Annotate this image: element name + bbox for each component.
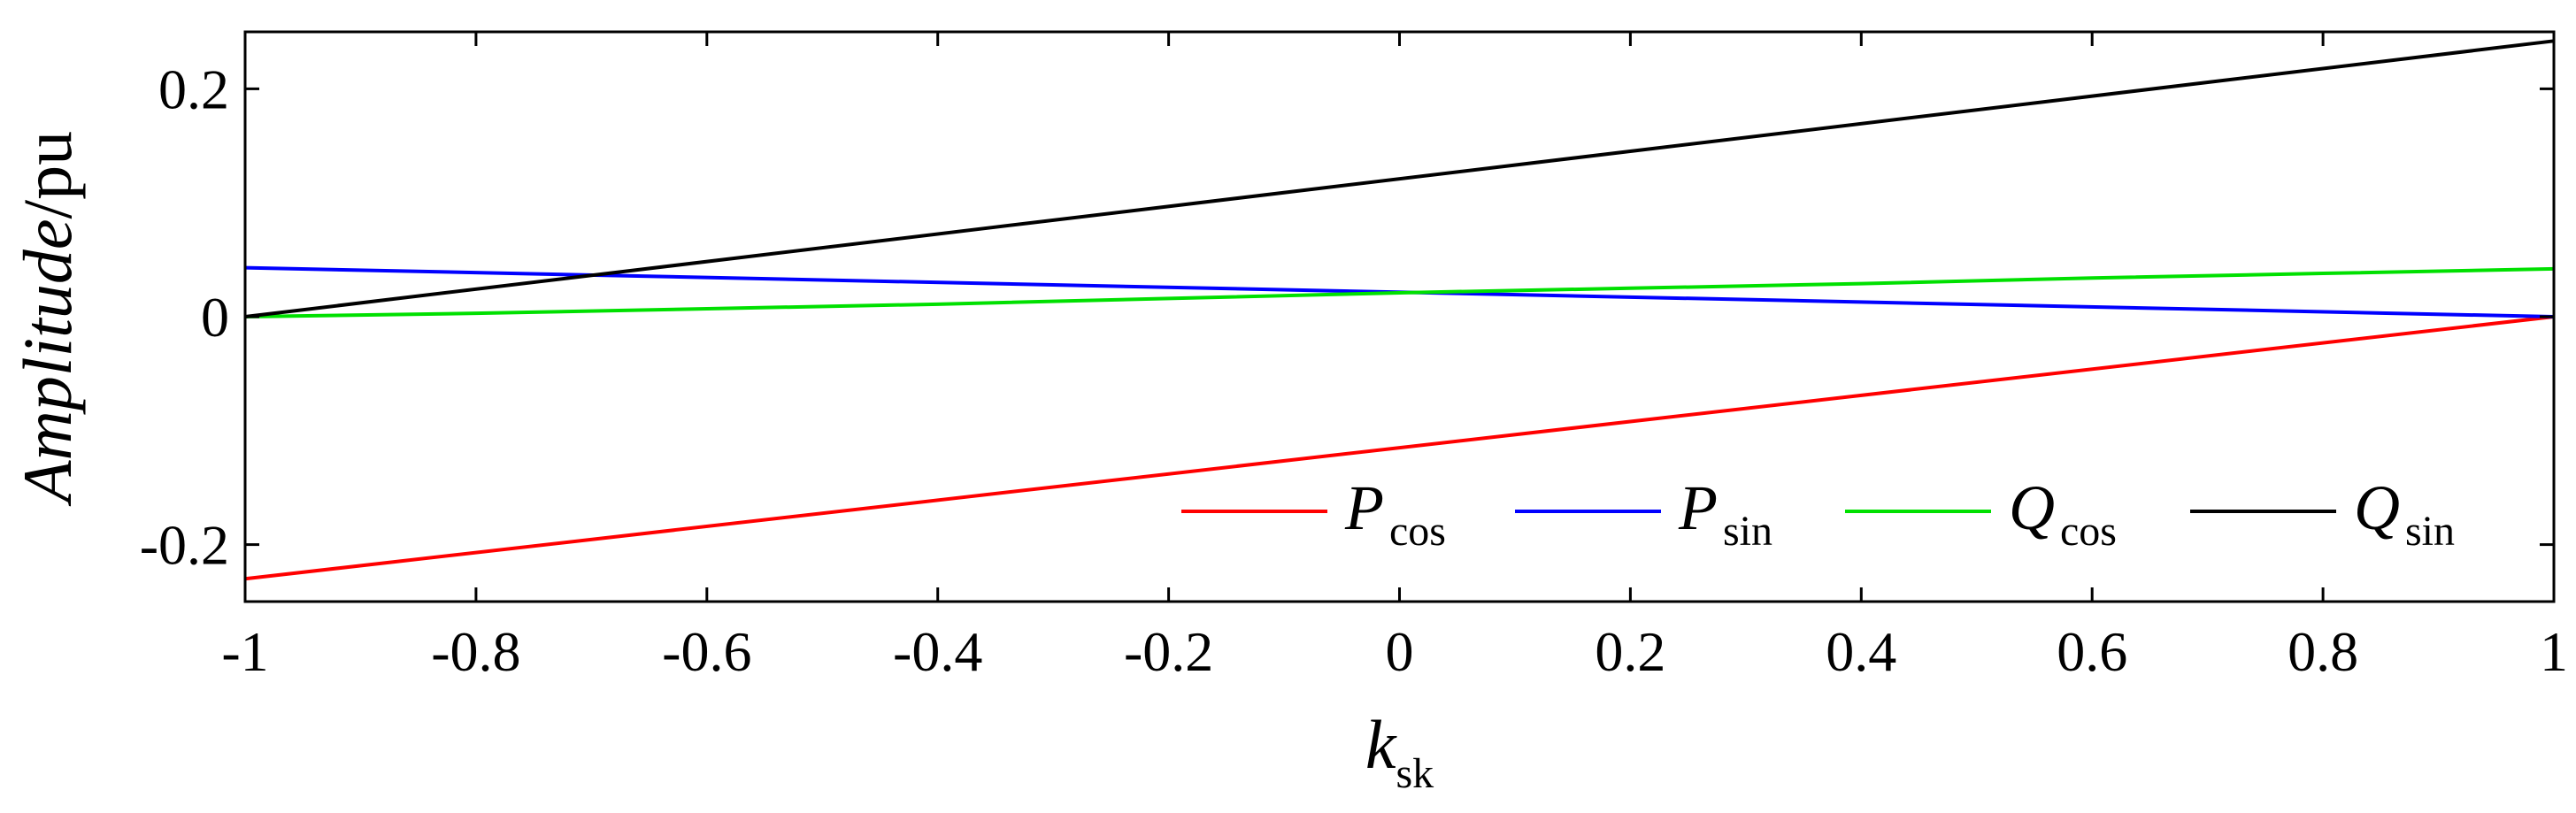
x-tick-label: 0.8 bbox=[2288, 620, 2358, 683]
legend-label-main: P bbox=[1678, 472, 1718, 543]
legend-label-sub: cos bbox=[1389, 508, 1446, 555]
y-tick-label: 0 bbox=[201, 286, 229, 349]
x-tick-label: -0.6 bbox=[662, 620, 751, 683]
x-tick-label: 0.6 bbox=[2057, 620, 2127, 683]
tick-labels: -1 -0.8 -0.6 -0.4 -0.2 0 0.2 0.4 0.6 0.8 1 -0.2 0 0.2 bbox=[140, 58, 2568, 683]
y-axis-label: Amplitude/pu bbox=[9, 131, 86, 507]
series-lines bbox=[244, 39, 2555, 581]
x-axis-label-main: k bbox=[1365, 706, 1397, 783]
x-tick-label: -0.8 bbox=[431, 620, 520, 683]
x-tick-label: 0.4 bbox=[1826, 620, 1896, 683]
x-tick-label: 0 bbox=[1386, 620, 1414, 683]
series-line-q-cos bbox=[244, 266, 2555, 318]
x-tick-label: -0.2 bbox=[1124, 620, 1213, 683]
legend-label-main: P bbox=[1344, 472, 1384, 543]
y-tick-label: 0.2 bbox=[158, 58, 229, 120]
x-tick-label: 0.2 bbox=[1595, 620, 1665, 683]
x-axis-label: ksk bbox=[1365, 706, 1434, 797]
legend-label-sub: sin bbox=[1723, 508, 1772, 555]
legend-label-main: Q bbox=[2009, 472, 2055, 543]
axis-ticks bbox=[243, 32, 2556, 602]
x-tick-label: -0.4 bbox=[893, 620, 982, 683]
y-axis-label-italic: Amplitude bbox=[9, 219, 86, 508]
legend-label-sub: cos bbox=[2060, 508, 2117, 555]
legend-label-main: Q bbox=[2354, 472, 2400, 543]
legend-label-sub: sin bbox=[2405, 508, 2455, 555]
x-tick-label: 1 bbox=[2540, 620, 2568, 683]
y-axis-label-unit: /pu bbox=[9, 131, 86, 219]
x-axis-label-sub: sk bbox=[1396, 750, 1434, 797]
series-line-q-sin bbox=[244, 39, 2555, 318]
x-tick-label: -1 bbox=[221, 620, 268, 683]
y-tick-label: -0.2 bbox=[140, 514, 229, 577]
series-line-p-cos bbox=[244, 315, 2555, 581]
